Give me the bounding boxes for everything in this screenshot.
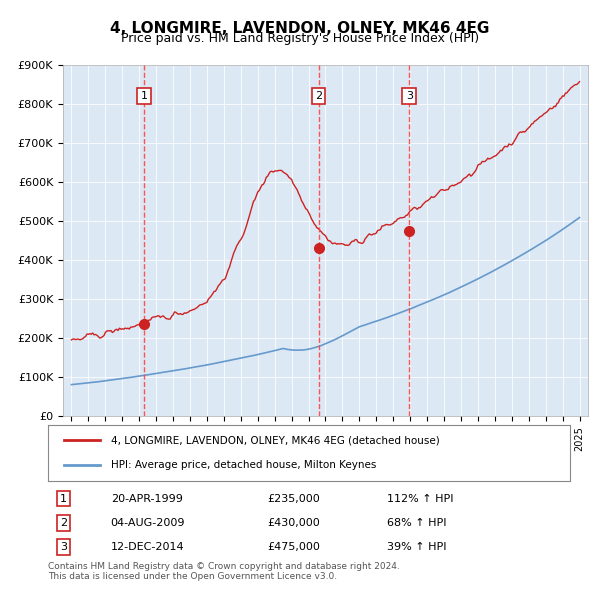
Text: 39% ↑ HPI: 39% ↑ HPI — [388, 542, 447, 552]
Text: 3: 3 — [406, 91, 413, 101]
Text: HPI: Average price, detached house, Milton Keynes: HPI: Average price, detached house, Milt… — [110, 460, 376, 470]
Text: 4, LONGMIRE, LAVENDON, OLNEY, MK46 4EG (detached house): 4, LONGMIRE, LAVENDON, OLNEY, MK46 4EG (… — [110, 435, 439, 445]
Text: 2: 2 — [315, 91, 322, 101]
Text: 1: 1 — [60, 494, 67, 503]
Text: 04-AUG-2009: 04-AUG-2009 — [110, 518, 185, 528]
Text: 1: 1 — [141, 91, 148, 101]
Text: 68% ↑ HPI: 68% ↑ HPI — [388, 518, 447, 528]
Text: 112% ↑ HPI: 112% ↑ HPI — [388, 494, 454, 503]
Text: 2: 2 — [60, 518, 67, 528]
Text: £430,000: £430,000 — [267, 518, 320, 528]
Text: 4, LONGMIRE, LAVENDON, OLNEY, MK46 4EG: 4, LONGMIRE, LAVENDON, OLNEY, MK46 4EG — [110, 21, 490, 35]
Text: £235,000: £235,000 — [267, 494, 320, 503]
Text: 20-APR-1999: 20-APR-1999 — [110, 494, 182, 503]
Text: £475,000: £475,000 — [267, 542, 320, 552]
Text: 12-DEC-2014: 12-DEC-2014 — [110, 542, 184, 552]
Text: Contains HM Land Registry data © Crown copyright and database right 2024.
This d: Contains HM Land Registry data © Crown c… — [48, 562, 400, 581]
Text: 3: 3 — [60, 542, 67, 552]
Text: Price paid vs. HM Land Registry's House Price Index (HPI): Price paid vs. HM Land Registry's House … — [121, 32, 479, 45]
